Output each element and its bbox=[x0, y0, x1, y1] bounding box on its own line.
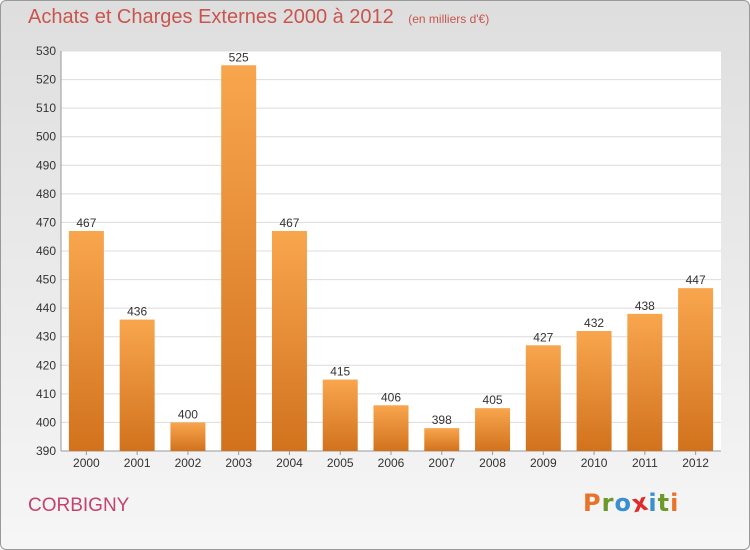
proxiti-logo[interactable]: Proxiti bbox=[583, 488, 680, 519]
y-tick-label: 530 bbox=[36, 44, 56, 58]
data-label-2010: 432 bbox=[584, 316, 604, 330]
y-tick-label: 400 bbox=[36, 415, 56, 429]
data-label-2004: 467 bbox=[279, 216, 299, 230]
bar-2007 bbox=[424, 428, 460, 451]
x-tick-label-2008: 2008 bbox=[479, 456, 506, 470]
data-label-2000: 467 bbox=[76, 216, 96, 230]
y-tick-label: 520 bbox=[36, 73, 56, 87]
place-name: CORBIGNY bbox=[28, 495, 130, 516]
x-tick-label-2006: 2006 bbox=[378, 456, 405, 470]
data-label-2006: 406 bbox=[381, 390, 401, 404]
data-label-2009: 427 bbox=[533, 330, 553, 344]
y-tick-label: 490 bbox=[36, 158, 56, 172]
bar-2000 bbox=[68, 231, 104, 451]
bar-2002 bbox=[170, 422, 206, 451]
y-tick-label: 500 bbox=[36, 130, 56, 144]
x-tick-label-2000: 2000 bbox=[73, 456, 100, 470]
data-label-2008: 405 bbox=[483, 393, 503, 407]
y-tick-label: 410 bbox=[36, 387, 56, 401]
data-label-2001: 436 bbox=[127, 305, 147, 319]
y-tick-label: 460 bbox=[36, 244, 56, 258]
y-tick-label: 450 bbox=[36, 273, 56, 287]
logo-letter: o bbox=[614, 489, 632, 517]
y-tick-label: 510 bbox=[36, 101, 56, 115]
bar-2009 bbox=[525, 345, 561, 451]
bar-2011 bbox=[627, 313, 663, 451]
bar-2010 bbox=[576, 331, 612, 451]
y-tick-label: 430 bbox=[36, 330, 56, 344]
logo-letter: i bbox=[648, 489, 658, 517]
data-label-2011: 438 bbox=[635, 299, 655, 313]
data-label-2002: 400 bbox=[178, 407, 198, 421]
y-tick-label: 390 bbox=[36, 444, 56, 458]
bar-2001 bbox=[119, 319, 155, 451]
bar-2008 bbox=[475, 408, 511, 451]
data-label-2007: 398 bbox=[432, 413, 452, 427]
x-tick-label-2007: 2007 bbox=[428, 456, 455, 470]
data-label-2012: 447 bbox=[686, 273, 706, 287]
x-tick-label-2003: 2003 bbox=[225, 456, 252, 470]
bar-series bbox=[68, 65, 714, 452]
logo-letter: r bbox=[601, 489, 615, 517]
x-tick-label-2012: 2012 bbox=[682, 456, 709, 470]
x-tick-label-2005: 2005 bbox=[327, 456, 354, 470]
logo-letter: P bbox=[583, 489, 602, 517]
bar-2005 bbox=[322, 379, 358, 451]
chart-subtitle: (en milliers d'€) bbox=[408, 12, 490, 26]
x-tick-label-2010: 2010 bbox=[581, 456, 608, 470]
logo-letter: i bbox=[670, 489, 680, 517]
bar-2012 bbox=[678, 288, 714, 451]
bar-2006 bbox=[373, 405, 409, 451]
x-axis: 2000 2001 2002 2003 2004 2005 2006 2007 2008 2009… bbox=[73, 451, 709, 470]
chart-title: Achats et Charges Externes 2000 à 2012 bbox=[28, 6, 394, 28]
y-tick-label: 420 bbox=[36, 358, 56, 372]
x-tick-label-2002: 2002 bbox=[175, 456, 202, 470]
bar-2003 bbox=[221, 65, 257, 452]
y-tick-label: 480 bbox=[36, 187, 56, 201]
data-label-2003: 525 bbox=[229, 50, 249, 64]
y-axis: 390 400 410 420 430 440 450 460 470 480 490 500 510 5… bbox=[36, 44, 721, 458]
title-row: Achats et Charges Externes 2000 à 2012 (… bbox=[28, 6, 489, 29]
bar-2004 bbox=[271, 231, 307, 451]
x-tick-label-2004: 2004 bbox=[276, 456, 303, 470]
x-tick-label-2011: 2011 bbox=[632, 456, 658, 470]
data-labels: 467 436 400 525 467 415 406 398 405 427 432 438 447 bbox=[76, 50, 706, 427]
data-label-2005: 415 bbox=[330, 365, 350, 379]
x-tick-label-2001: 2001 bbox=[124, 456, 151, 470]
y-tick-label: 440 bbox=[36, 301, 56, 315]
logo-letter: t bbox=[657, 489, 671, 517]
y-tick-label: 470 bbox=[36, 215, 56, 229]
x-tick-label-2009: 2009 bbox=[530, 456, 557, 470]
